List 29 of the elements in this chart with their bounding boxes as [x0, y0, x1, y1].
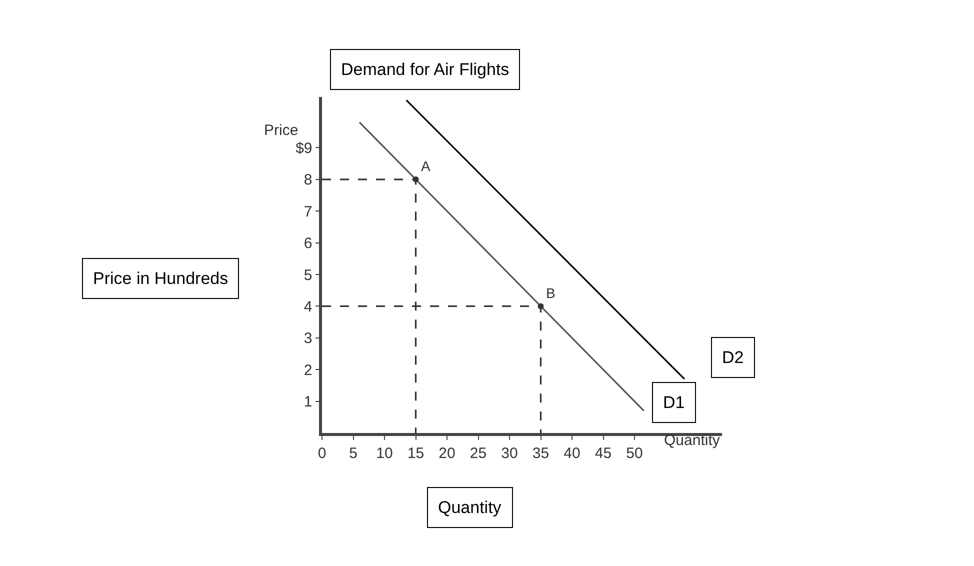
x-tick-label: 35	[532, 444, 550, 462]
x-tick-label: 5	[349, 444, 358, 462]
x-tick-label: 20	[438, 444, 456, 462]
x-tick-label: 40	[564, 444, 580, 462]
y-tick-label: 8	[304, 172, 312, 189]
y-tick-label: 1	[304, 394, 312, 411]
x-tick-label: 0	[318, 444, 326, 462]
y-tick-label: 7	[304, 203, 312, 220]
x-tick-label: 30	[501, 444, 518, 462]
y-tick-label: 4	[304, 298, 312, 316]
x-tick-label: 15	[407, 444, 424, 462]
x-tick-label: 10	[376, 444, 393, 462]
series-label: D1	[663, 393, 685, 412]
x-tick-label: 45	[594, 444, 612, 462]
text: Price	[264, 122, 298, 139]
text: D2	[722, 348, 744, 367]
annotation: A	[421, 158, 431, 174]
annotation: Quantity	[664, 432, 720, 449]
x-tick-label: 50	[626, 444, 643, 462]
y-tick-label: 3	[304, 330, 312, 348]
y-tick-label: 5	[304, 266, 312, 284]
y-axis-title: Price in Hundreds	[93, 269, 228, 288]
x-tick-label: 25	[470, 444, 487, 462]
y-tick-label: 6	[304, 235, 312, 252]
annotation: B	[546, 285, 556, 301]
x-axis-title: Quantity	[438, 498, 502, 517]
chart-title: Demand for Air Flights	[341, 60, 510, 79]
y-tick-label: 2	[304, 362, 312, 379]
y-tick-label: $9	[296, 140, 312, 157]
